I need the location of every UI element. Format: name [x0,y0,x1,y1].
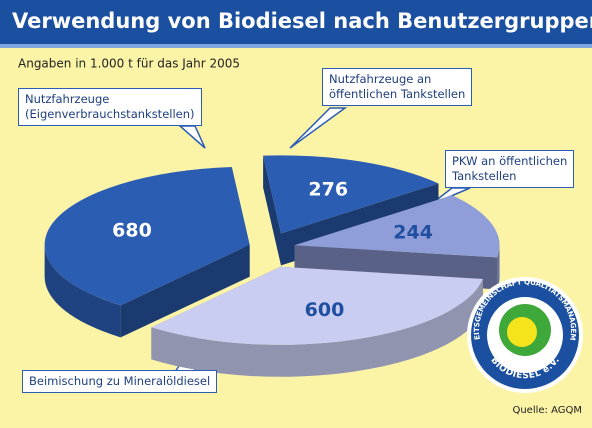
value-label: 600 [305,299,345,321]
title-bar [0,0,592,44]
slice-top [44,167,250,306]
slice-wall [44,244,121,338]
callout: Nutzfahrzeuge (Eigenverbrauchstankstelle… [18,88,202,126]
slice-wall [151,279,483,377]
slice-face [120,244,250,338]
slice-face [263,155,281,266]
slice-wall [497,245,500,290]
callout: Beimischung zu Mineralöldiesel [22,370,218,393]
slice-top [263,155,439,234]
logo-drop [507,317,537,347]
slice: 600 [151,266,483,377]
value-label: 276 [308,179,348,201]
slice: 680 [44,167,250,338]
source: Quelle: AGQM [512,405,582,416]
pie: 276 680 244 600 [44,155,500,377]
chart-title: Verwendung von Biodiesel nach Benutzergr… [12,9,592,33]
pointer [178,125,206,149]
callout: Nutzfahrzeuge an öffentlichen Tankstelle… [322,68,473,106]
value-label: 244 [393,221,433,243]
pointer [289,107,348,149]
slice-top [151,266,483,345]
value-label: 680 [112,220,152,242]
title-stripe [0,44,592,48]
callout: PKW an öffentlichen Tankstellen [445,150,575,188]
subtitle: Angaben in 1.000 t für das Jahr 2005 [18,57,240,71]
slice-top [294,195,500,258]
